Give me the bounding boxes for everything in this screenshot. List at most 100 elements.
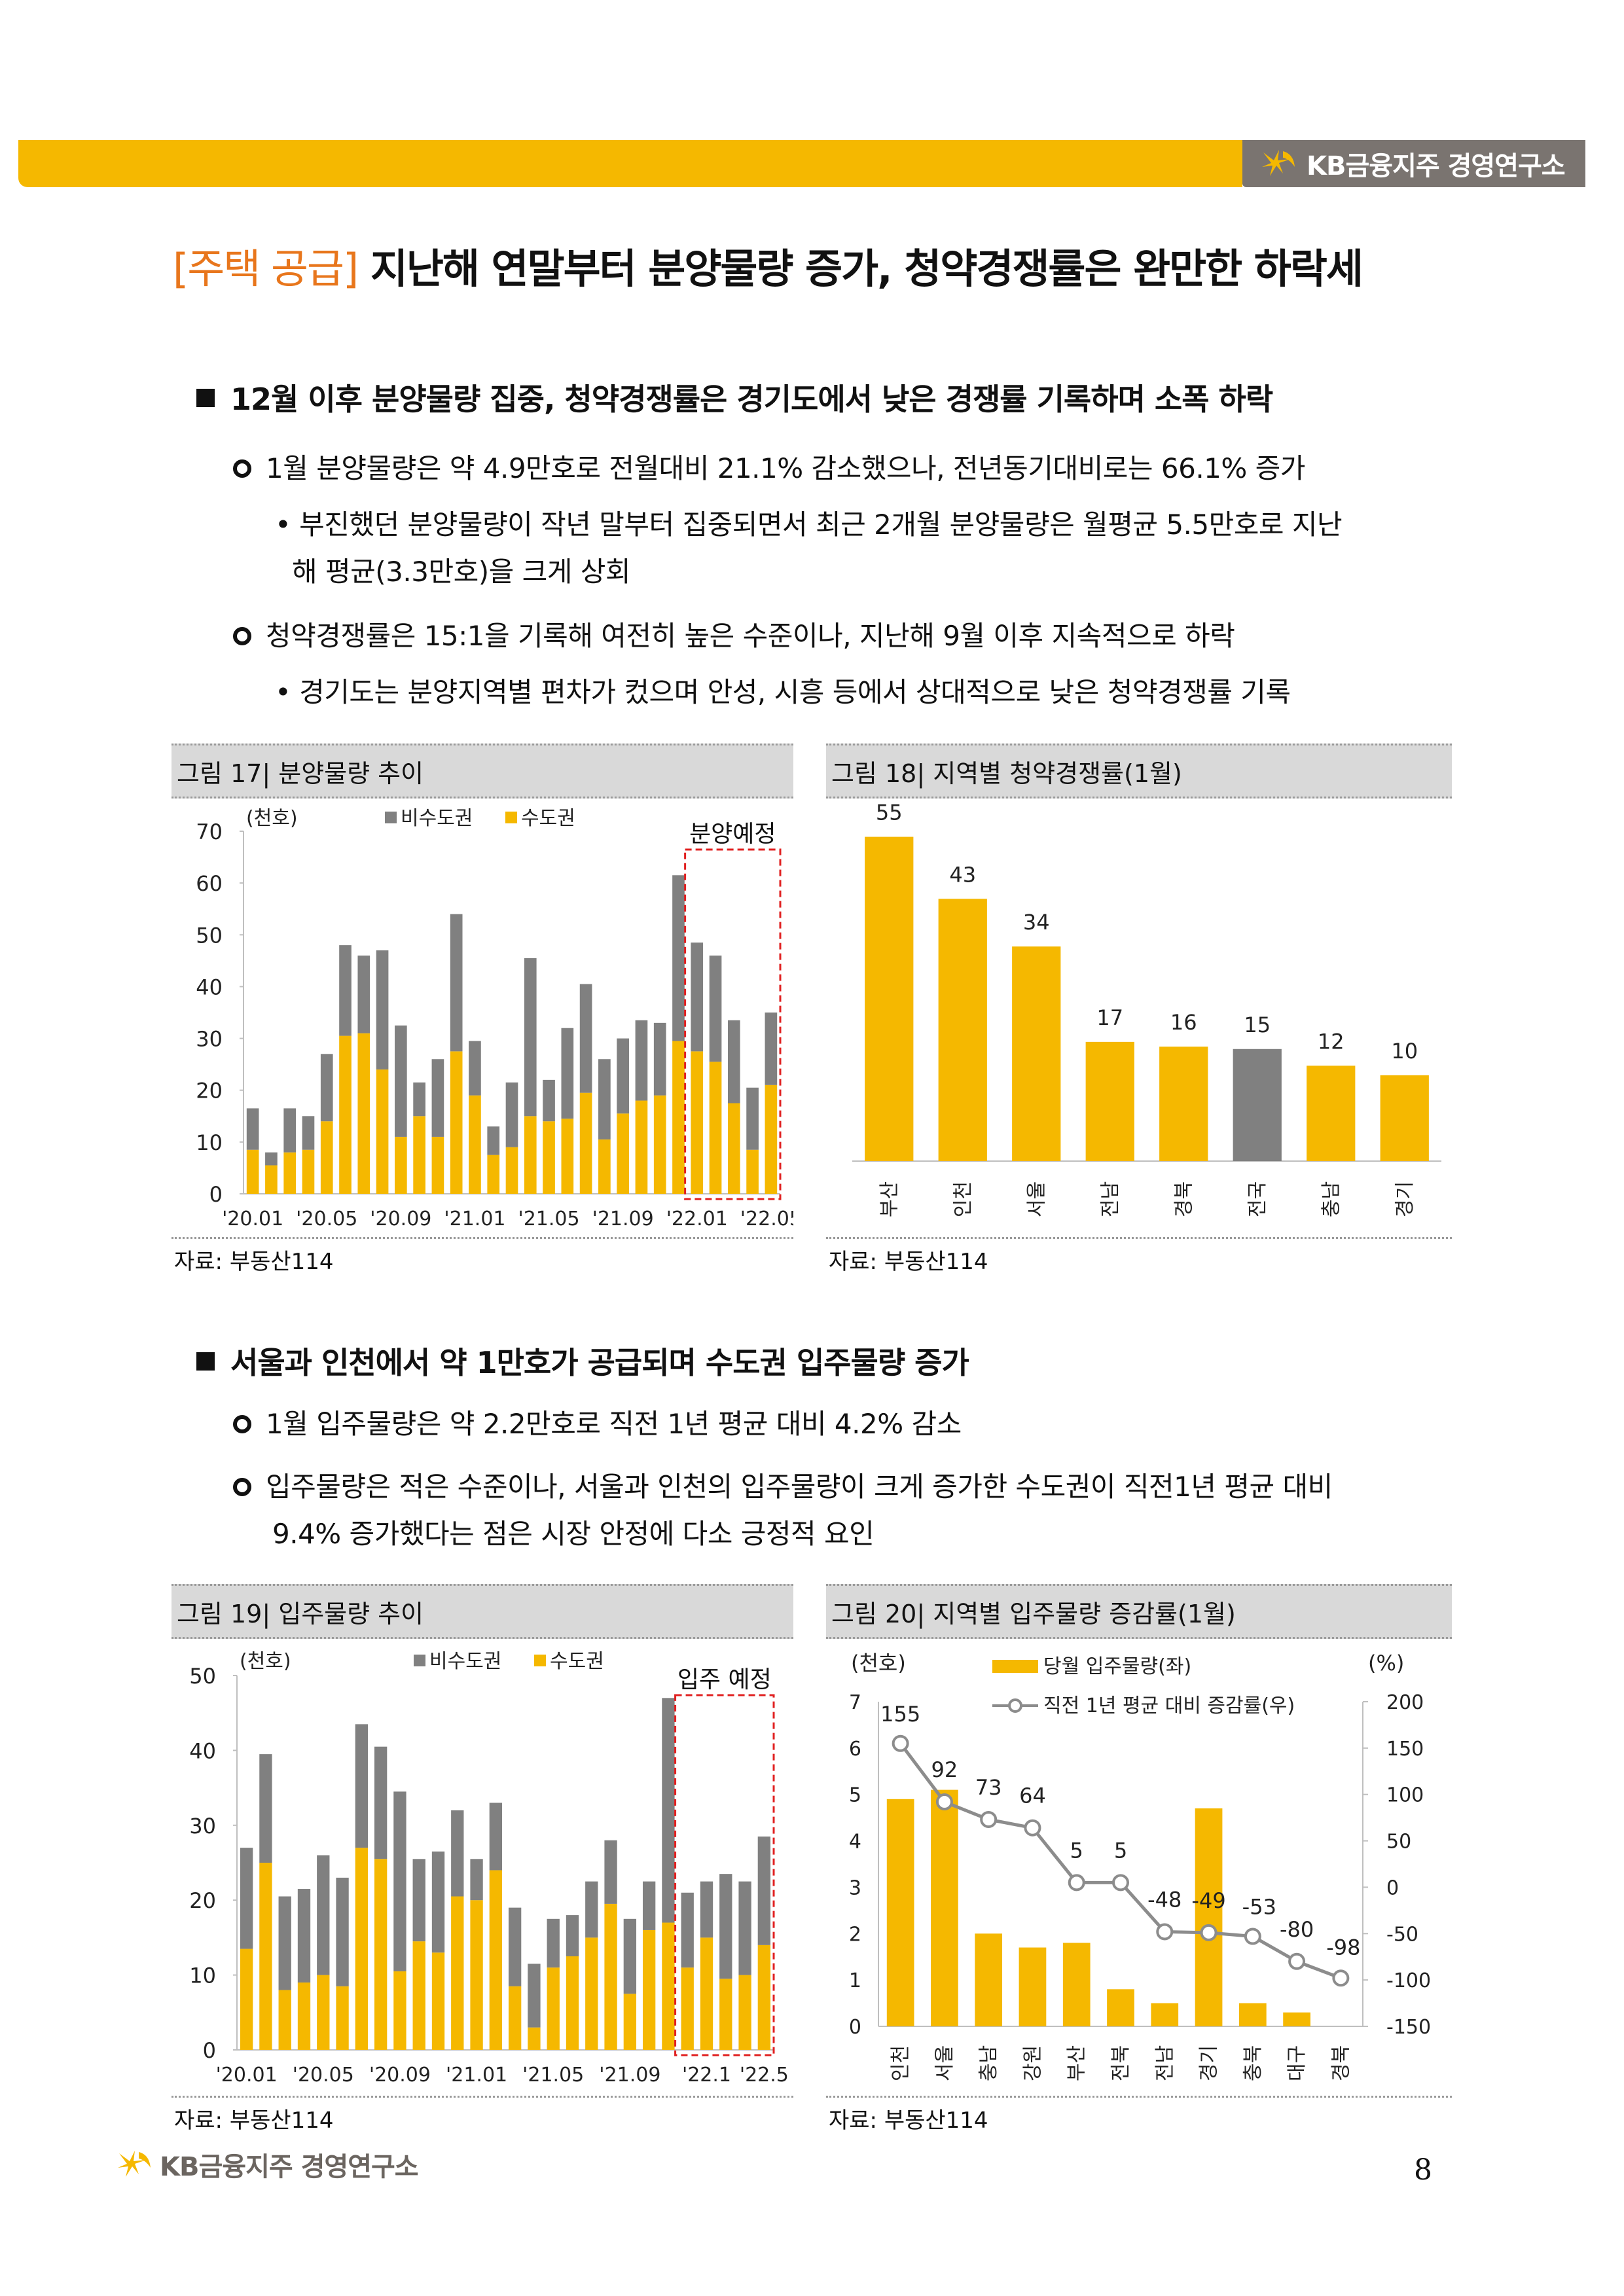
bar-metro xyxy=(547,1967,560,2050)
right-tick-label: 50 xyxy=(1386,1831,1411,1854)
bar-metro xyxy=(672,1041,685,1194)
bar-metro xyxy=(487,1155,500,1194)
bar-non-metro xyxy=(727,1020,740,1103)
x-tick-label: '20.05 xyxy=(293,2064,354,2087)
change-rate-marker xyxy=(1068,1874,1085,1892)
square-bullet-icon xyxy=(196,1352,215,1371)
bar-non-metro xyxy=(283,1108,297,1153)
bar-metro xyxy=(757,1945,771,2050)
fig19-chart: 0 10 20 30 40 50 (천호) '20.01 '20.05 '20.09 '21.01 '… xyxy=(171,1641,793,2093)
bar-non-metro xyxy=(374,1746,388,1859)
bar-non-metro xyxy=(738,1881,751,1975)
bar-non-metro xyxy=(508,1907,522,1986)
bar-metro xyxy=(431,1136,444,1194)
bar-non-metro xyxy=(653,1022,666,1096)
bar-non-metro xyxy=(431,1851,445,1953)
y-tick-label: 20 xyxy=(196,1079,223,1103)
category-label: 인천 xyxy=(890,2045,912,2081)
section2-point2-text: 입주물량은 적은 수준이나, 서울과 인천의 입주물량이 크게 증가한 수도권이… xyxy=(266,1471,1333,1503)
bar-non-metro xyxy=(413,1082,425,1117)
bar-non-metro xyxy=(451,1810,464,1897)
y-tick-label: 30 xyxy=(189,1814,216,1839)
bar-non-metro xyxy=(598,1059,611,1139)
section1-point2: 청약경쟁률은 15:1을 기록해 여전히 높은 수준이나, 지난해 9월 이후 … xyxy=(233,614,1235,654)
bar-metro xyxy=(450,1051,463,1194)
bar-non-metro xyxy=(240,1848,253,1949)
x-tick-label: '20.05 xyxy=(296,1208,357,1230)
change-rate-label: 64 xyxy=(1019,1784,1046,1808)
forecast-dashed-box xyxy=(684,848,782,1200)
bar-non-metro xyxy=(265,1152,278,1166)
bar-metro xyxy=(727,1103,740,1194)
legend-label-metro: 수도권 xyxy=(521,807,575,830)
change-rate-marker xyxy=(1024,1819,1041,1837)
bar-강원 xyxy=(1019,1947,1047,2026)
bar-metro xyxy=(566,1956,579,2050)
right-unit-label: (%) xyxy=(1368,1651,1404,1676)
bar-non-metro xyxy=(691,942,704,1052)
bar-non-metro xyxy=(489,1803,503,1871)
x-tick-label: '20.01 xyxy=(222,1208,283,1230)
section1-heading: 12월 이후 분양물량 집중, 청약경쟁률은 경기도에서 낮은 경쟁률 기록하며… xyxy=(196,376,1273,419)
bar-metro xyxy=(283,1152,297,1194)
change-rate-label: 155 xyxy=(880,1702,920,1727)
bar-metro xyxy=(413,1116,425,1194)
data-label: 55 xyxy=(876,801,903,825)
bar-metro xyxy=(357,1033,370,1194)
circle-bullet-icon xyxy=(233,459,251,478)
category-label: 충남 xyxy=(1320,1181,1343,1217)
bar-non-metro xyxy=(719,1874,732,1979)
category-label: 충남 xyxy=(977,2045,1000,2081)
legend-label-metro: 수도권 xyxy=(550,1650,604,1673)
kb-star-logo-icon xyxy=(113,2148,153,2181)
bar-metro xyxy=(561,1119,574,1194)
bar-metro xyxy=(374,1859,388,2050)
bar-충남 xyxy=(975,1933,1003,2026)
bar-metro xyxy=(738,1975,751,2050)
x-tick-label: '22.05 xyxy=(740,1208,793,1230)
bar-non-metro xyxy=(302,1116,315,1150)
section1-point1-text: 1월 분양물량은 약 4.9만호로 전월대비 21.1% 감소했으나, 전년동기… xyxy=(266,452,1305,484)
forecast-dashed-box xyxy=(674,1694,775,2056)
y-tick-label: 20 xyxy=(189,1888,216,1913)
right-tick-label: 0 xyxy=(1386,1876,1399,1899)
y-tick-label: 70 xyxy=(196,819,223,844)
circle-bullet-icon xyxy=(233,627,251,645)
bar-metro xyxy=(719,1979,732,2050)
data-label: 12 xyxy=(1318,1029,1344,1054)
unit-label: (천호) xyxy=(246,807,298,830)
data-label: 34 xyxy=(1023,910,1050,935)
fig20-source-rule xyxy=(826,2096,1452,2098)
bar-non-metro xyxy=(376,950,389,1070)
bar-non-metro xyxy=(320,1054,333,1122)
bar-서울 xyxy=(931,1789,958,2026)
category-label: 전남 xyxy=(1153,2045,1176,2081)
header-brand-tab: KB금융지주 경영연구소 xyxy=(1242,140,1585,187)
fig17-source-rule xyxy=(171,1237,793,1239)
bar-non-metro xyxy=(617,1038,629,1114)
fig18-source-rule xyxy=(826,1237,1452,1239)
change-rate-label: -53 xyxy=(1242,1895,1276,1920)
y-tick-label: 40 xyxy=(196,975,223,999)
data-label: 15 xyxy=(1244,1013,1271,1037)
bar-non-metro xyxy=(672,875,685,1041)
left-tick-label: 2 xyxy=(849,1923,861,1946)
x-tick-label: '21.05 xyxy=(522,2064,584,2087)
x-tick-label: '20.01 xyxy=(216,2064,278,2087)
bar-metro xyxy=(317,1975,330,2050)
bar-부산 xyxy=(1062,1943,1091,2026)
bar-non-metro xyxy=(746,1087,759,1150)
fig17-caption: 그림 17| 분양물량 추이 xyxy=(171,744,793,798)
change-rate-marker xyxy=(980,1810,998,1828)
left-tick-label: 3 xyxy=(849,1876,861,1899)
bar-metro xyxy=(543,1121,555,1194)
forecast-annotation: 분양예정 xyxy=(689,821,776,848)
section1-point1-sub-line1: • 부진했던 분양물량이 작년 말부터 집중되면서 최근 2개월 분양물량은 월… xyxy=(275,509,1343,541)
bar-metro xyxy=(524,1116,537,1194)
bar-metro xyxy=(395,1136,407,1194)
bar-non-metro xyxy=(524,958,537,1117)
data-label: 10 xyxy=(1391,1039,1418,1064)
unit-label: (천호) xyxy=(240,1650,291,1673)
bar-metro xyxy=(431,1952,445,2050)
bar-non-metro xyxy=(505,1082,518,1147)
